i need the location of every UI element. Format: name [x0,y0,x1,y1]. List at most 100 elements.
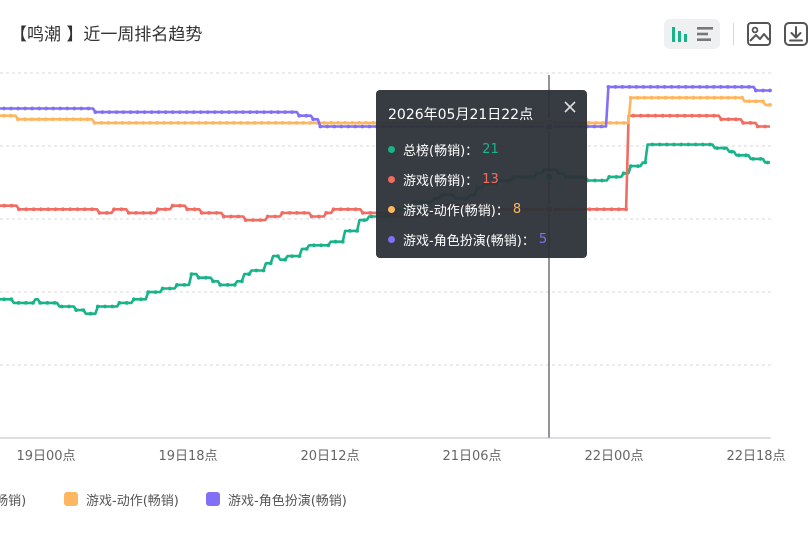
tooltip-separator: ： [495,203,509,219]
data-point [113,121,118,125]
data-point [736,153,741,158]
data-point [103,304,107,309]
data-point [9,297,14,302]
data-point [290,110,294,114]
data-point [220,110,224,114]
data-point [53,207,58,212]
data-point [39,207,43,212]
data-point [722,146,727,151]
data-point [197,121,201,125]
data-point [155,121,160,125]
data-point [81,308,86,312]
x-tick-label: 20日12点 [300,449,359,464]
data-point [677,95,682,100]
data-point [252,121,257,125]
data-point [59,304,64,309]
data-point [754,88,758,93]
data-point [768,103,772,107]
data-point [729,149,734,154]
data-point [119,207,124,212]
data-point [325,124,330,129]
tooltip-series-name: 游戏(畅销) [403,173,466,189]
tooltip-title: 2026年05月21日22点 [388,107,534,123]
data-point [17,207,21,212]
data-point [131,297,136,302]
data-point [36,117,41,122]
data-point [243,218,248,223]
data-point [258,218,263,223]
data-point [371,121,375,125]
data-point [609,207,614,212]
tooltip-series-name: 游戏-动作(畅销) [403,203,496,219]
data-point [248,110,252,114]
close-icon[interactable] [563,100,577,114]
data-point [634,85,639,89]
data-point [259,121,264,125]
data-point [75,207,80,212]
data-point [751,157,756,161]
data-point [322,121,327,125]
data-point [191,110,196,114]
horizontal-bar-button[interactable] [691,20,719,48]
data-point [245,121,250,125]
data-point [648,85,653,89]
legend-item-game-rpg[interactable]: 游戏-角色扮演(畅销) [206,488,347,510]
data-point [52,301,57,305]
data-point [65,106,70,111]
data-point [635,95,640,100]
data-point [199,211,204,215]
data-point [127,121,132,125]
save-image-button[interactable] [744,19,774,49]
data-point [95,304,100,309]
data-point [740,95,744,100]
data-point [360,211,365,215]
x-tick-label: 22日00点 [584,449,643,464]
data-point [254,268,259,273]
data-point [261,268,266,273]
data-point [99,121,104,125]
bar-chart-button[interactable] [666,20,694,48]
data-point [294,121,299,125]
data-point [362,218,367,223]
data-point [360,124,365,129]
data-point [319,243,323,248]
data-point [614,175,619,179]
data-point [163,110,168,114]
data-point [110,304,115,309]
data-point [190,121,194,125]
data-point [185,207,190,212]
data-point [124,301,129,305]
data-point [234,110,238,114]
data-point [621,121,626,125]
data-point [312,243,316,248]
data-point [304,247,309,251]
download-icon [784,22,808,46]
toolbar-divider [733,23,734,45]
data-point [643,160,648,165]
data-point [332,124,337,129]
data-point [251,218,255,223]
data-point [668,113,672,118]
data-point [656,95,661,100]
data-point [37,106,42,111]
data-point [333,239,338,244]
data-point [142,110,147,114]
download-button[interactable] [781,19,811,49]
data-point [719,95,724,100]
legend-item-game[interactable]: 游戏(畅销) [0,488,26,510]
data-point [350,121,355,125]
data-point [369,214,374,219]
data-point [592,124,597,129]
data-point [86,106,91,111]
legend-item-game-action[interactable]: 游戏-动作(畅销) [64,488,179,510]
data-point [31,301,35,305]
data-point [761,99,765,104]
data-point [297,254,302,258]
chart-legend: 游戏(畅销) 游戏-动作(畅销) 游戏-角色扮演(畅销) [0,488,812,512]
data-point [595,207,599,212]
data-point [697,85,702,89]
x-tick-label: 19日18点 [158,449,217,464]
data-point [72,106,77,111]
data-point [139,297,143,302]
data-point [45,301,50,305]
